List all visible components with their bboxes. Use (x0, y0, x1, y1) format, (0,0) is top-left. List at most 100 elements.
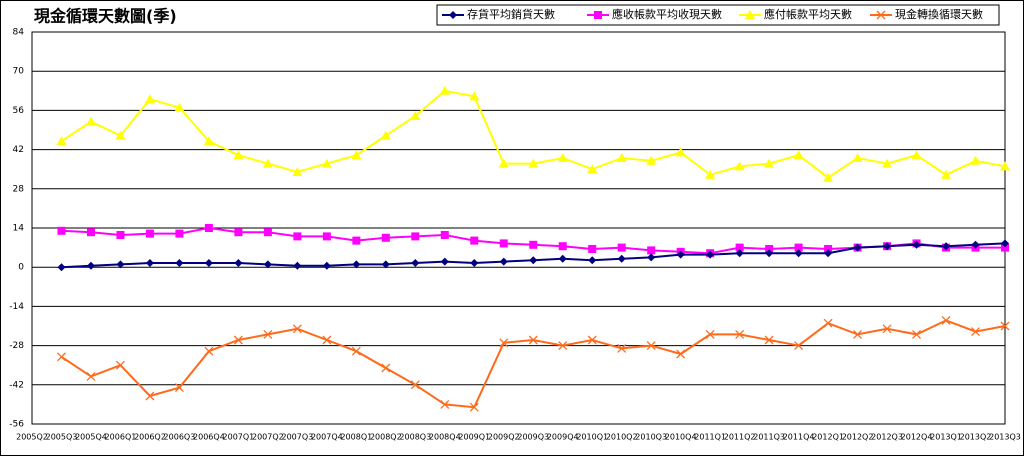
y-tick-label: 56 (13, 106, 25, 116)
data-point (263, 260, 272, 269)
data-point (144, 94, 155, 104)
data-point (498, 158, 509, 168)
data-point (882, 158, 893, 168)
data-point (410, 111, 421, 120)
data-point (765, 245, 774, 253)
data-point (499, 338, 509, 348)
data-point (528, 335, 538, 345)
legend-marker (449, 11, 457, 19)
data-point (794, 249, 803, 258)
x-tick-label: 2005Q2 (16, 433, 48, 442)
data-point (411, 259, 420, 267)
data-point (380, 130, 391, 140)
x-tick-label: 2011Q3 (753, 433, 785, 442)
data-point (322, 335, 332, 345)
data-point (56, 136, 67, 146)
data-point (204, 346, 214, 356)
data-point (970, 155, 981, 165)
data-point (322, 261, 331, 270)
y-tick-label: 0 (18, 263, 24, 273)
data-point (794, 243, 803, 252)
x-tick-label: 2010Q1 (576, 433, 608, 442)
data-point (676, 349, 686, 359)
x-tick-label: 2013Q1 (930, 433, 962, 442)
data-point (352, 260, 361, 269)
data-point (263, 329, 273, 339)
data-point (115, 130, 126, 140)
data-point (529, 256, 538, 265)
data-point (705, 329, 715, 339)
x-tick-label: 2006Q2 (134, 433, 166, 442)
data-point (381, 363, 391, 373)
x-tick-label: 2012Q1 (812, 433, 844, 442)
data-point (971, 327, 980, 337)
data-point (85, 116, 96, 126)
data-point (321, 158, 332, 168)
data-point (734, 161, 745, 171)
data-point (469, 91, 480, 101)
data-point (410, 380, 420, 390)
x-tick-label: 2007Q1 (223, 433, 255, 442)
data-point (617, 243, 626, 252)
legend-label: 應付帳款平均天數 (764, 7, 852, 21)
x-tick-label: 2008Q3 (399, 433, 431, 442)
data-point (971, 240, 980, 249)
y-tick-label: 14 (13, 224, 25, 234)
x-tick-label: 2010Q3 (635, 433, 667, 442)
data-point (86, 261, 95, 270)
data-point (764, 158, 775, 168)
legend-marker (745, 10, 755, 19)
y-tick-label: -28 (9, 341, 24, 351)
data-point (86, 371, 96, 381)
data-point (381, 233, 390, 242)
legend-marker (594, 11, 602, 19)
data-point (499, 239, 508, 248)
data-point (706, 250, 715, 259)
data-point (440, 257, 449, 266)
data-point (175, 229, 184, 238)
data-point (942, 242, 951, 251)
data-point (469, 402, 479, 412)
data-point (204, 259, 213, 267)
data-point (381, 260, 390, 269)
data-point (587, 335, 597, 345)
data-point (735, 243, 744, 252)
data-point (57, 352, 66, 362)
x-tick-label: 2012Q3 (871, 433, 903, 442)
data-point (558, 254, 567, 263)
data-point (322, 232, 331, 241)
legend-label: 存貨平均銷貨天數 (467, 7, 555, 21)
x-tick-label: 2008Q1 (340, 433, 372, 442)
data-point (1001, 239, 1009, 248)
legend-label: 應收帳款平均收現天數 (612, 7, 722, 21)
y-tick-label: -56 (9, 420, 24, 430)
data-point (587, 164, 598, 174)
data-point (234, 228, 243, 237)
data-point (263, 228, 272, 237)
data-point (616, 153, 627, 162)
data-point (174, 102, 185, 112)
data-point (647, 253, 656, 262)
data-point (351, 150, 362, 160)
data-point (470, 236, 479, 245)
x-tick-label: 2009Q1 (458, 433, 490, 442)
data-point (116, 231, 125, 239)
x-tick-label: 2011Q2 (724, 433, 756, 442)
x-tick-label: 2009Q2 (488, 433, 520, 442)
data-point (853, 329, 863, 339)
data-point (883, 242, 892, 251)
data-point (1000, 321, 1010, 331)
data-point (912, 329, 922, 339)
data-point (145, 259, 154, 267)
data-point (735, 249, 744, 258)
data-point (793, 150, 804, 160)
data-point (941, 169, 952, 179)
data-point (529, 240, 538, 249)
data-point (646, 341, 656, 351)
x-tick-label: 2005Q3 (46, 433, 78, 442)
data-point (1000, 161, 1010, 171)
x-tick-label: 2012Q4 (901, 433, 933, 442)
data-point (794, 341, 804, 351)
data-point (675, 147, 686, 157)
